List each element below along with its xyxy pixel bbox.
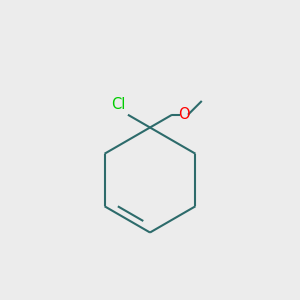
Text: Cl: Cl	[111, 97, 125, 112]
Text: O: O	[178, 107, 190, 122]
